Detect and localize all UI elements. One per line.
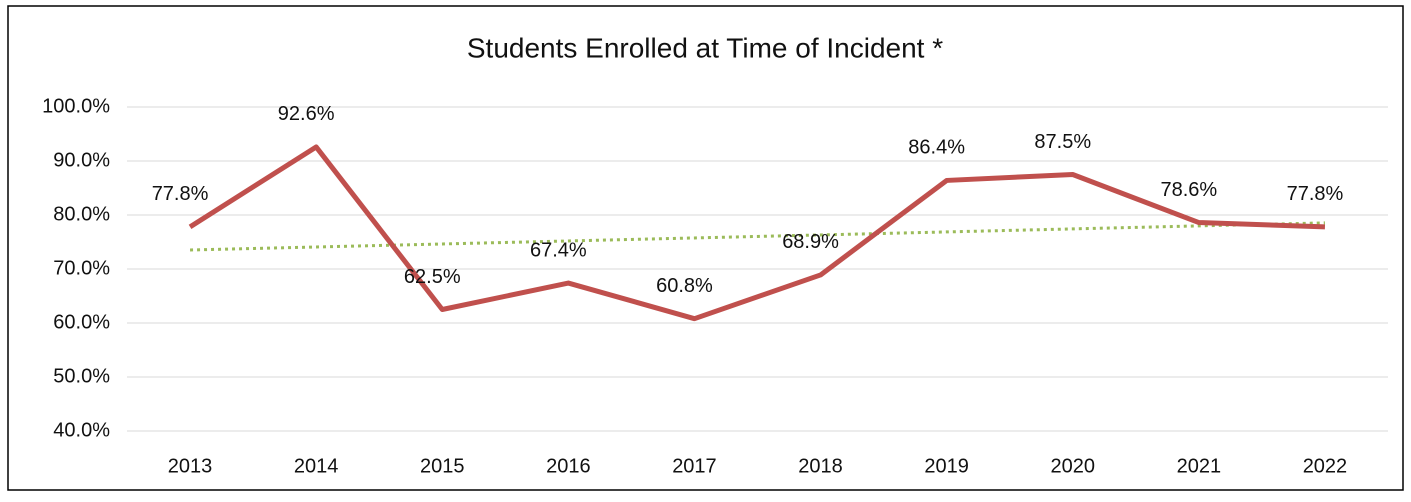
- y-tick-label: 100.0%: [42, 95, 110, 117]
- y-tick-label: 90.0%: [53, 149, 110, 171]
- y-tick-label: 70.0%: [53, 257, 110, 279]
- data-label: 60.8%: [656, 275, 713, 297]
- y-tick-label: 50.0%: [53, 365, 110, 387]
- data-line: [188, 144, 1326, 322]
- data-label: 86.4%: [908, 137, 965, 159]
- y-tick-label: 60.0%: [53, 311, 110, 333]
- data-label: 62.5%: [404, 266, 461, 288]
- x-tick-label: 2022: [1303, 455, 1348, 477]
- x-tick-label: 2021: [1177, 455, 1222, 477]
- x-tick-label: 2018: [798, 455, 843, 477]
- x-tick-label: 2016: [546, 455, 591, 477]
- x-tick-label: 2015: [420, 455, 465, 477]
- data-label: 77.8%: [152, 183, 209, 205]
- data-label: 67.4%: [530, 239, 587, 261]
- data-label: 92.6%: [278, 103, 335, 125]
- data-label: 77.8%: [1287, 183, 1344, 205]
- x-tick-label: 2019: [924, 455, 969, 477]
- data-label: 68.9%: [782, 231, 839, 253]
- x-tick-label: 2014: [294, 455, 339, 477]
- x-tick-label: 2017: [672, 455, 717, 477]
- trendline: [190, 221, 1325, 252]
- data-label: 87.5%: [1034, 131, 1091, 153]
- y-tick-label: 40.0%: [53, 419, 110, 441]
- x-tick-label: 2013: [168, 455, 213, 477]
- data-label: 78.6%: [1160, 179, 1217, 201]
- chart-frame: [7, 5, 1404, 491]
- x-tick-label: 2020: [1051, 455, 1096, 477]
- chart-title: Students Enrolled at Time of Incident *: [467, 32, 943, 63]
- y-tick-label: 80.0%: [53, 203, 110, 225]
